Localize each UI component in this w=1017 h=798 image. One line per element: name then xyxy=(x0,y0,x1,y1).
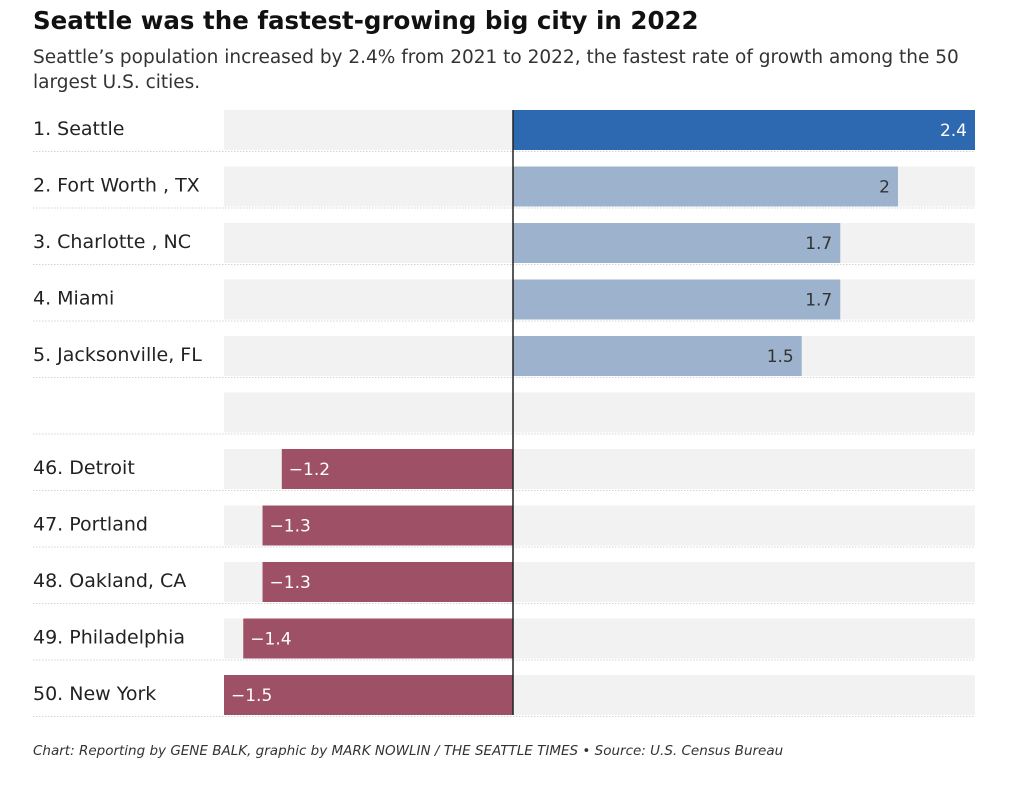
chart-row: 4. Miami 1.7 xyxy=(33,279,975,322)
bar-decline xyxy=(224,675,513,715)
chart-row: 1. Seattle 2.4 xyxy=(33,110,975,152)
category-label: 50. New York xyxy=(33,683,156,705)
chart-row: 50. New York −1.5 xyxy=(33,675,975,717)
bar-growth xyxy=(513,166,898,207)
chart-row xyxy=(33,392,975,435)
chart-row: 47. Portland −1.3 xyxy=(33,505,975,548)
bar-growth xyxy=(513,336,802,376)
chart-row: 48. Oakland, CA −1.3 xyxy=(33,562,975,604)
bar-growth xyxy=(513,279,841,320)
category-label: 46. Detroit xyxy=(33,457,135,479)
bar-decline xyxy=(243,618,513,659)
chart-title: Seattle was the fastest-growing big city… xyxy=(33,6,699,35)
data-label: −1.3 xyxy=(270,517,311,537)
category-label: 2. Fort Worth , TX xyxy=(33,175,200,197)
category-label: 48. Oakland, CA xyxy=(33,570,186,592)
data-label: 1.5 xyxy=(767,347,794,367)
chart-source-credit: Chart: Reporting by GENE BALK, graphic b… xyxy=(33,743,784,759)
category-label: 49. Philadelphia xyxy=(33,627,185,649)
category-label: 3. Charlotte , NC xyxy=(33,231,191,253)
chart-row: 2. Fort Worth , TX 2 xyxy=(33,166,975,209)
chart-row: 46. Detroit −1.2 xyxy=(33,449,975,491)
data-label: −1.2 xyxy=(289,460,330,480)
bar-top xyxy=(513,110,975,150)
data-label: 1.7 xyxy=(805,291,832,311)
chart-row: 5. Jacksonville, FL 1.5 xyxy=(33,336,975,378)
chart-subtitle: Seattle’s population increased by 2.4% f… xyxy=(33,47,959,93)
bar-chart: 1. Seattle 2.4 2. Fort Worth , TX 2 3. Charl… xyxy=(33,110,975,717)
bar-growth xyxy=(513,223,841,263)
chart-row: 3. Charlotte , NC 1.7 xyxy=(33,223,975,265)
bar-track xyxy=(224,392,975,433)
data-label: −1.5 xyxy=(231,686,272,706)
category-label: 5. Jacksonville, FL xyxy=(33,344,202,366)
category-label: 1. Seattle xyxy=(33,118,124,140)
data-label: 2 xyxy=(879,178,890,198)
data-label: −1.3 xyxy=(270,573,311,593)
data-label: 1.7 xyxy=(805,234,832,254)
category-label: 47. Portland xyxy=(33,514,148,536)
chart-rows: 1. Seattle 2.4 2. Fort Worth , TX 2 3. Charl… xyxy=(33,110,975,717)
category-label: 4. Miami xyxy=(33,288,114,310)
data-label: 2.4 xyxy=(940,121,967,141)
bar-decline xyxy=(262,505,513,546)
data-label: −1.4 xyxy=(250,630,291,650)
chart-row: 49. Philadelphia −1.4 xyxy=(33,618,975,661)
bar-decline xyxy=(281,449,513,489)
bar-decline xyxy=(262,562,513,602)
